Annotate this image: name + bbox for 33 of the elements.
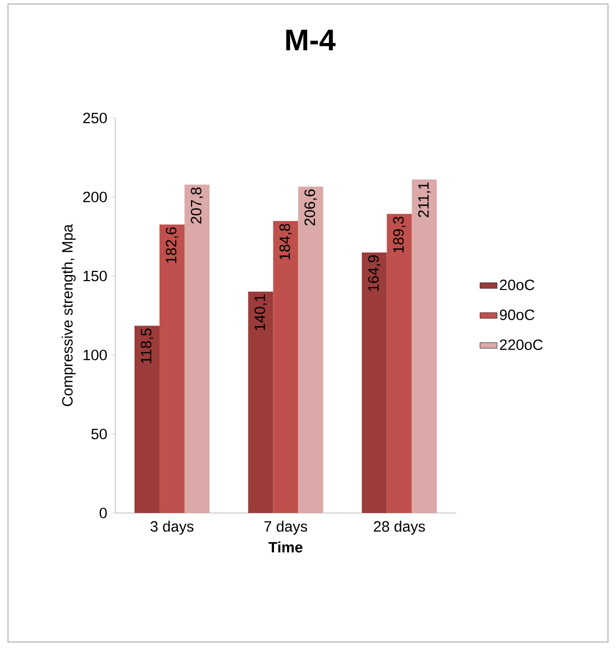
legend-label: 220oC <box>500 339 543 350</box>
data-label: 189,3 <box>393 216 406 252</box>
legend-label: 90oC <box>500 310 534 320</box>
data-label: 206,6 <box>304 189 317 226</box>
data-label: 211,1 <box>418 182 431 218</box>
x-tick-label: 3 days <box>150 520 194 535</box>
x-axis-title: Time <box>268 542 302 553</box>
data-label: 182,6 <box>166 227 178 263</box>
y-tick-label: 150 <box>84 270 107 282</box>
bar <box>184 184 210 513</box>
bar <box>134 326 160 513</box>
bar <box>159 224 184 513</box>
bar <box>412 179 437 513</box>
y-tick-label: 50 <box>91 428 107 440</box>
data-label: 207,8 <box>190 188 204 224</box>
data-label: 118,5 <box>140 328 154 364</box>
y-tick-label: 250 <box>83 112 107 124</box>
bar <box>273 221 298 513</box>
legend-label: 20oC <box>500 280 534 290</box>
data-label: 164,9 <box>368 255 380 291</box>
x-tick-label: 7 days <box>264 520 308 535</box>
data-label: 184,8 <box>279 224 292 260</box>
chart-title: M-4 <box>286 30 336 50</box>
y-tick-label: 200 <box>83 192 107 202</box>
x-tick-label: 28 days <box>374 520 425 535</box>
bar <box>386 214 412 513</box>
data-label: 140,1 <box>254 294 267 330</box>
bar <box>248 292 274 513</box>
y-tick-label: 100 <box>84 350 107 360</box>
y-tick-label: 0 <box>100 508 107 518</box>
y-axis-title: Compressive strength, Mpa <box>62 224 76 406</box>
bar <box>362 252 387 513</box>
bar <box>298 186 324 513</box>
